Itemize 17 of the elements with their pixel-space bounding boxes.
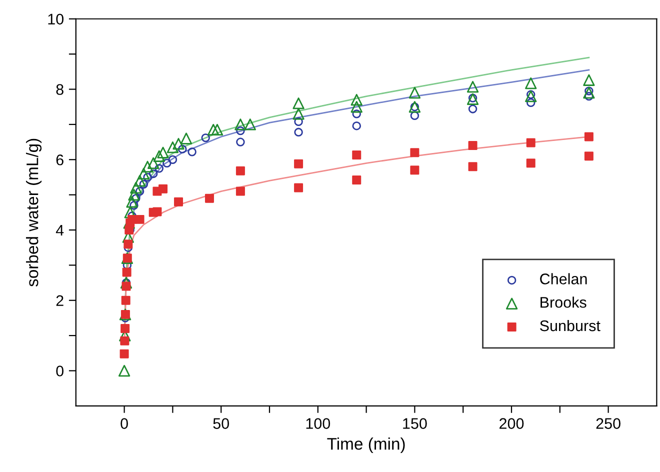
legend-label: Chelan [540, 273, 587, 284]
y-tick-label: 0 [56, 366, 64, 376]
y-tick-label: 4 [56, 225, 64, 236]
x-tick-label: 0 [120, 418, 128, 429]
legend-label: Sunburst [540, 320, 600, 332]
y-axis-title: sorbed water (mL/g) [26, 138, 42, 286]
x-tick-label: 100 [306, 418, 330, 429]
y-tick-label: 2 [56, 295, 64, 306]
x-tick-label: 250 [596, 418, 620, 429]
y-tick-label: 8 [56, 84, 64, 95]
y-tick-label: 10 [48, 14, 64, 25]
y-tick-label: 6 [56, 154, 64, 166]
x-tick-label: 150 [403, 418, 427, 429]
legend-label: Brooks [540, 296, 586, 308]
x-tick-label: 200 [500, 418, 524, 429]
x-axis-title: Time (min) [327, 438, 405, 454]
x-tick-label: 50 [213, 418, 229, 429]
